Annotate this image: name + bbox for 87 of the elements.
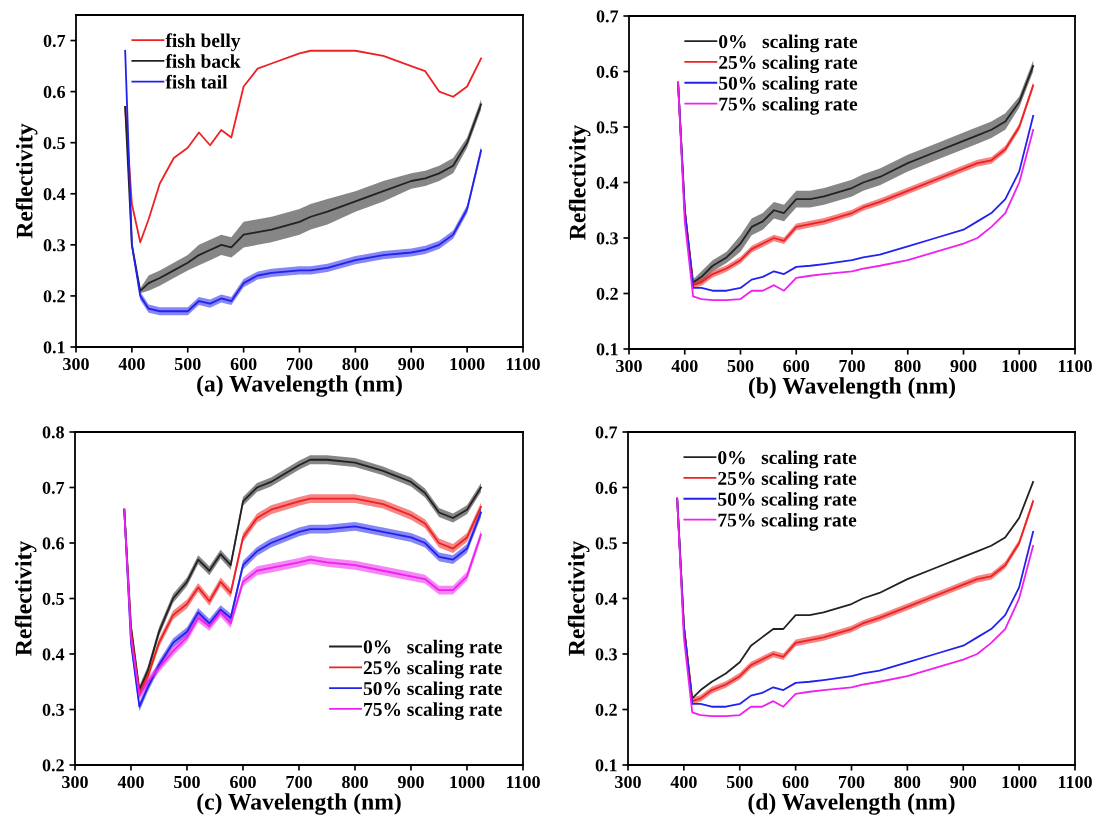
legend-label: 25% scaling rate [719,55,858,74]
x-tick-label: 1000 [1002,359,1037,373]
y-axis-title: Reflectivity [15,123,38,239]
y-tick-label: 0.2 [595,703,617,717]
y-tick-label: 0.1 [596,343,618,356]
y-tick-label: 0.3 [595,648,617,661]
legend-label: 0% scaling rate [718,450,857,469]
x-tick-label: 900 [397,775,424,789]
y-tick-label: 0.5 [596,121,618,134]
x-tick-label: 400 [670,775,697,789]
legend-label: fish back [165,54,241,68]
x-tick-label: 700 [839,359,865,373]
y-tick-label: 0.2 [43,290,65,303]
y-tick-label: 0.2 [42,759,64,772]
x-tick-label: 1000 [450,775,485,789]
legend-label: 0% scaling rate [719,34,858,53]
x-tick-label: 800 [894,775,921,789]
x-tick-label: 300 [62,775,88,789]
x-tick-label: 600 [230,357,257,371]
y-tick-label: 0.1 [43,341,65,354]
x-tick-label: 400 [117,775,144,789]
x-tick-label: 400 [118,357,145,371]
y-axis-title: Reflectivity [567,541,590,656]
y-tick-label: 0.6 [42,537,65,550]
legend-label: 50% scaling rate [718,492,857,510]
y-tick-label: 0.3 [596,232,618,245]
x-tick-label: 300 [616,359,642,373]
legend-label: 25% scaling rate [718,471,857,490]
y-tick-label: 0.6 [43,85,66,99]
y-tick-label: 0.3 [43,239,65,252]
x-tick-label: 300 [63,357,89,371]
x-tick-label: 1100 [1058,775,1092,789]
y-tick-label: 0.7 [595,426,618,439]
x-axis-title: (c) Wavelength (nm) [197,793,401,815]
legend-label: fish belly [165,33,241,52]
x-tick-label: 800 [894,359,921,373]
legend-label: 75% scaling rate [364,702,502,721]
y-tick-label: 0.4 [596,176,619,190]
x-axis-title: (d) Wavelength (nm) [748,793,955,815]
x-tick-label: 1100 [1058,359,1092,373]
legend-label: 75% scaling rate [719,96,858,115]
y-tick-label: 0.4 [43,188,66,201]
y-tick-label: 0.6 [595,481,618,495]
x-tick-label: 700 [286,357,313,371]
x-tick-label: 500 [174,357,201,371]
x-tick-label: 900 [950,359,977,373]
y-tick-label: 0.5 [595,537,617,550]
x-tick-label: 500 [174,775,200,789]
y-tick-label: 0.2 [596,287,618,301]
y-tick-label: 0.7 [43,34,66,48]
y-tick-label: 0.8 [42,426,64,439]
x-tick-label: 800 [342,775,368,789]
x-tick-label: 400 [671,359,698,373]
x-tick-label: 700 [286,775,312,789]
y-tick-label: 0.7 [42,481,65,495]
y-tick-label: 0.5 [42,592,64,606]
y-tick-label: 0.5 [43,136,65,150]
x-tick-label: 1000 [1002,775,1037,789]
y-tick-label: 0.1 [595,759,617,772]
legend-label: 25% scaling rate [363,660,502,679]
x-tick-label: 900 [950,775,977,789]
legend-label: 50% scaling rate [719,76,858,94]
y-tick-label: 0.4 [595,592,618,606]
y-tick-label: 0.7 [596,10,619,23]
x-tick-label: 600 [782,775,809,789]
x-tick-label: 600 [230,775,256,789]
x-tick-label: 300 [615,775,641,789]
x-tick-label: 800 [342,357,369,371]
x-tick-label: 700 [838,775,865,789]
y-tick-label: 0.4 [42,648,65,661]
x-axis-title: (b) Wavelength (nm) [748,377,956,399]
x-tick-label: 500 [727,359,754,373]
legend-label: 75% scaling rate [718,512,857,531]
y-axis-title: Reflectivity [14,541,37,656]
legend-label: 50% scaling rate [363,681,502,700]
y-tick-label: 0.6 [596,65,619,79]
y-tick-label: 0.3 [42,703,64,717]
x-tick-label: 1100 [506,357,540,371]
x-tick-label: 1000 [450,357,485,371]
x-axis-title: (a) Wavelength (nm) [197,375,402,397]
x-tick-label: 600 [783,359,810,373]
x-tick-label: 900 [398,357,425,371]
legend-label: fish tail [165,74,228,89]
x-tick-label: 500 [726,775,753,789]
x-tick-label: 1100 [506,775,540,789]
legend-label: 0% scaling rate [363,639,502,658]
y-axis-title: Reflectivity [568,125,591,240]
